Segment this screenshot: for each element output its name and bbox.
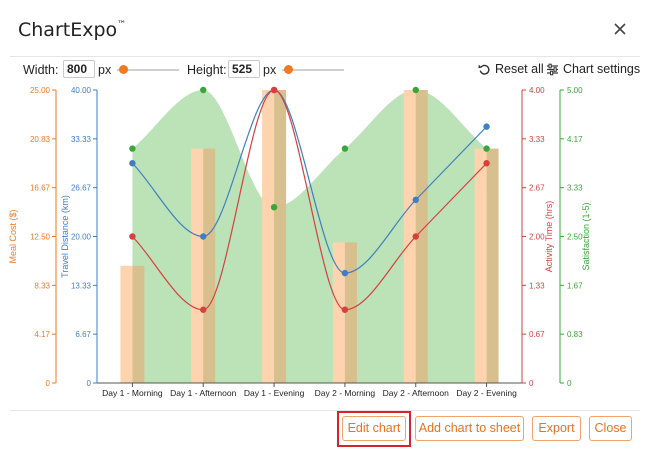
trademark: ™ xyxy=(117,20,127,30)
width-slider[interactable] xyxy=(117,65,179,74)
travel-distance-tick-label-4: 20.00 xyxy=(71,233,92,242)
satisfaction-tick-label-2: 0.83 xyxy=(567,330,583,339)
footer-divider xyxy=(10,410,640,411)
reset-all-button[interactable]: Reset all xyxy=(478,62,544,76)
satisfaction-point-3 xyxy=(270,204,278,211)
app-title: ChartExpo™ xyxy=(18,19,126,41)
meal-cost-bar-4-shade xyxy=(344,242,357,383)
activity-time-point-3 xyxy=(270,86,278,94)
x-tick-label-5: Day 2 - Afternoon xyxy=(383,388,449,398)
add-chart-to-sheet-button[interactable]: Add chart to sheet xyxy=(415,416,524,441)
satisfaction-tick-label-1: 0 xyxy=(567,379,572,388)
meal-cost-tick-label-2: 4.17 xyxy=(34,330,50,339)
activity-time-point-2 xyxy=(200,306,207,313)
close-button[interactable]: Close xyxy=(589,416,632,441)
height-slider-thumb[interactable] xyxy=(284,65,293,74)
combo-chart: Day 1 - Morning Day 1 - Afternoon Day 1 - … xyxy=(8,86,591,398)
satisfaction-tick-label-4: 2.50 xyxy=(567,233,583,242)
height-slider[interactable] xyxy=(282,65,344,74)
activity-time-point-5 xyxy=(412,233,419,240)
width-slider-thumb[interactable] xyxy=(119,65,128,74)
meal-cost-tick-label-4: 12.50 xyxy=(30,233,51,242)
meal-cost-tick-label-3: 8.33 xyxy=(34,281,50,290)
travel-distance-tick-label-1: 0 xyxy=(87,379,92,388)
activity-time-tick-label-4: 2.00 xyxy=(529,233,545,242)
travel-distance-point-2 xyxy=(200,233,207,240)
sliders-icon xyxy=(547,63,558,75)
height-input[interactable] xyxy=(228,60,260,78)
satisfaction-tick-label-5: 3.33 xyxy=(567,184,583,193)
satisfaction-tick-label-7: 5.00 xyxy=(567,86,583,95)
x-tick-label-6: Day 2 - Evening xyxy=(456,388,517,398)
satisfaction-axis-label: Satisfaction (1-5) xyxy=(581,202,591,270)
activity-time-tick-label-7: 4.00 xyxy=(529,86,545,95)
meal-cost-bar-2-shade xyxy=(203,148,216,383)
travel-distance-tick-label-7: 40.00 xyxy=(71,86,92,95)
activity-time-point-6 xyxy=(483,160,490,167)
meal-cost-tick-label-1: 0 xyxy=(46,379,51,388)
satisfaction-point-5 xyxy=(412,86,419,94)
travel-distance-tick-label-3: 13.33 xyxy=(71,281,92,290)
travel-distance-axis-label: Travel Distance (km) xyxy=(60,195,70,278)
meal-cost-bar-6-shade xyxy=(486,148,499,383)
reset-all-label: Reset all xyxy=(495,62,544,76)
travel-distance-tick-label-2: 6.67 xyxy=(75,330,91,339)
app-title-text: ChartExpo xyxy=(18,19,118,41)
meal-cost-bar-2 xyxy=(191,148,204,383)
satisfaction-area xyxy=(132,90,487,383)
meal-cost-bar-6 xyxy=(474,148,487,383)
travel-distance-tick-label-5: 26.67 xyxy=(71,184,92,193)
activity-time-tick-label-3: 1.33 xyxy=(529,281,545,290)
activity-time-axis-label: Activity Time (hrs) xyxy=(544,201,554,273)
x-tick-label-3: Day 1 - Evening xyxy=(244,388,305,398)
reset-icon xyxy=(478,64,490,75)
travel-distance-point-4 xyxy=(341,269,349,277)
chart-settings-label: Chart settings xyxy=(563,62,641,76)
activity-time-tick-label-1: 0 xyxy=(529,379,534,388)
meal-cost-bar-1 xyxy=(120,265,133,383)
export-button[interactable]: Export xyxy=(532,416,581,441)
meal-cost-axis-label: Meal Cost ($) xyxy=(8,209,18,263)
activity-time-tick-label-6: 3.33 xyxy=(529,135,545,144)
satisfaction-point-4 xyxy=(341,145,349,152)
activity-time-tick-label-5: 2.67 xyxy=(529,184,545,193)
satisfaction-point-2 xyxy=(200,86,207,94)
width-label: Width: xyxy=(23,63,59,77)
width-unit: px xyxy=(98,63,112,77)
toolbar: Width: px Height: px Reset all xyxy=(0,58,650,82)
satisfaction-tick-label-6: 4.17 xyxy=(567,135,583,144)
meal-cost-bar-5 xyxy=(403,90,416,383)
activity-time-point-1 xyxy=(129,233,136,240)
meal-cost-bar-4 xyxy=(332,242,345,383)
title-divider xyxy=(10,56,640,57)
satisfaction-tick-label-3: 1.67 xyxy=(567,281,583,290)
x-tick-label-1: Day 1 - Morning xyxy=(102,388,163,398)
meal-cost-tick-label-6: 20.83 xyxy=(30,135,51,144)
travel-distance-point-1 xyxy=(129,160,136,167)
x-tick-label-4: Day 2 - Morning xyxy=(315,388,376,398)
width-input[interactable] xyxy=(63,60,95,78)
chart-settings-button[interactable]: Chart settings xyxy=(546,62,640,76)
activity-time-point-4 xyxy=(341,306,349,313)
travel-distance-tick-label-6: 33.33 xyxy=(71,135,92,144)
height-unit: px xyxy=(263,63,277,77)
meal-cost-bar-1-shade xyxy=(132,265,145,383)
meal-cost-bar-3-shade xyxy=(274,90,287,383)
close-icon[interactable] xyxy=(611,20,629,38)
meal-cost-bar-5-shade xyxy=(415,90,428,383)
satisfaction-point-1 xyxy=(129,145,136,152)
activity-time-tick-label-2: 0.67 xyxy=(529,330,545,339)
height-label: Height: xyxy=(187,63,227,77)
meal-cost-bar-3 xyxy=(262,90,275,383)
x-tick-label-2: Day 1 - Afternoon xyxy=(170,388,236,398)
satisfaction-point-6 xyxy=(483,145,490,152)
travel-distance-point-6 xyxy=(483,123,490,130)
edit-chart-highlight xyxy=(337,411,411,447)
title-bar: ChartExpo™ xyxy=(0,0,650,56)
travel-distance-point-5 xyxy=(412,196,419,204)
meal-cost-tick-label-5: 16.67 xyxy=(30,184,51,193)
meal-cost-tick-label-7: 25.00 xyxy=(30,86,51,95)
edit-chart-button[interactable]: Edit chart xyxy=(342,416,406,441)
